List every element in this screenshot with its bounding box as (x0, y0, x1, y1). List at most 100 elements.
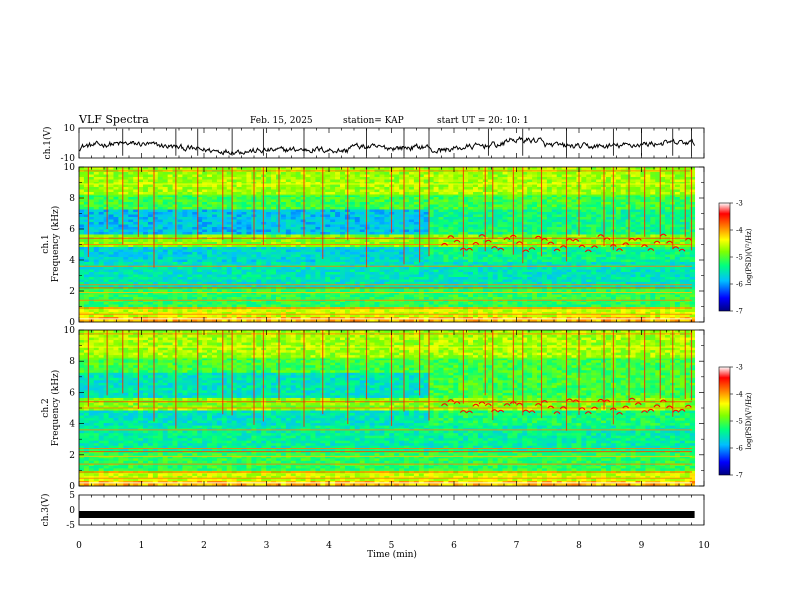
spectrogram-cell (216, 177, 223, 180)
spectrogram-cell (256, 232, 262, 235)
spectrogram-cell (290, 242, 297, 245)
spectrogram-cell (640, 262, 646, 265)
spectrogram-cell (226, 219, 233, 223)
spectrogram-cell (655, 197, 661, 200)
spectrogram-cell (93, 174, 100, 178)
spectrogram-cell (236, 219, 242, 223)
spectrogram-cell (221, 189, 228, 193)
spectrogram-cell (443, 224, 449, 228)
spectrogram-cell (133, 214, 139, 218)
spectrogram-cell (83, 257, 90, 260)
spectrogram-cell (128, 242, 134, 245)
spectrogram-cell (251, 247, 257, 250)
spectrogram-cell (640, 222, 646, 225)
spectrogram-cell (591, 172, 597, 175)
spectrogram-cell (404, 247, 410, 250)
spectrogram-cell (305, 259, 311, 263)
spectrogram-cell (113, 192, 119, 195)
spectrogram-cell (605, 234, 612, 238)
spectrogram-cell (404, 204, 410, 208)
spectrogram-cell (143, 167, 149, 170)
spectrogram-cell (157, 182, 164, 185)
spectrogram-cell (684, 227, 691, 230)
spectrogram-cell (128, 222, 134, 225)
spectrogram-cell (290, 247, 297, 250)
spectrogram-cell (246, 259, 252, 263)
spectrogram-cell (192, 187, 198, 190)
spectrogram-cell (162, 259, 169, 263)
spectrogram-cell (290, 199, 297, 203)
spectrogram-cell (143, 207, 149, 210)
spectrogram-cell (586, 184, 592, 188)
spectrogram-cell (182, 179, 188, 183)
spectrogram-cell (492, 219, 499, 223)
spectrogram-cell (532, 242, 538, 245)
spectrogram-cell (305, 207, 311, 210)
spectrogram-cell (285, 174, 292, 178)
spectrogram-cell (359, 244, 366, 248)
spectrogram-cell (167, 167, 173, 170)
spectrogram-cell (93, 192, 100, 195)
spectrogram-cell (128, 197, 134, 200)
spectrogram-cell (271, 229, 277, 233)
spectrogram-cell (246, 194, 252, 198)
spectrogram-cell (453, 202, 459, 205)
spectrogram-cell (601, 249, 607, 253)
spectrogram-cell (408, 249, 415, 253)
spectrogram-cell (689, 179, 696, 183)
spectrogram-cell (246, 199, 252, 203)
spectrogram-cell (285, 234, 292, 238)
spectrogram-cell (389, 259, 395, 263)
spectrogram-cell (404, 222, 410, 225)
spectrogram-cell (290, 239, 297, 243)
spectrogram-cell (290, 227, 297, 230)
spectrogram-cell (285, 259, 292, 263)
spectrogram-cell (300, 192, 306, 195)
spectrogram-cell (364, 244, 370, 248)
spectrogram-cell (468, 232, 474, 235)
spectrogram-cell (537, 239, 543, 243)
spectrogram-cell (679, 207, 686, 210)
spectrogram-cell (202, 187, 208, 190)
spectrogram-cell (197, 197, 203, 200)
spectrogram-cell (113, 229, 119, 233)
spectrogram-cell (246, 172, 252, 175)
spectrogram-cell (276, 244, 282, 248)
spectrogram-cell (310, 172, 316, 175)
spectrogram-cell (458, 182, 464, 185)
spectrogram-cell (128, 202, 134, 205)
spectrogram-cell (167, 172, 173, 175)
spectrogram-cell (266, 232, 272, 235)
spectrogram-cell (418, 232, 425, 235)
spectrogram-cell (340, 167, 346, 170)
spectrogram-cell (147, 229, 154, 233)
spectrogram-cell (645, 182, 651, 185)
spectrogram-cell (620, 227, 627, 230)
spectrogram-cell (674, 214, 681, 218)
spectrogram-cell (295, 239, 302, 243)
spectrogram-cell (492, 202, 499, 205)
spectrogram-cell (689, 212, 696, 215)
spectrogram-cell (202, 227, 208, 230)
spectrogram-cell (532, 252, 538, 255)
spectrogram-cell (216, 239, 223, 243)
spectrogram-cell (305, 202, 311, 205)
spectrogram-cell (182, 247, 188, 250)
spectrogram-cell (280, 207, 287, 210)
spectrogram-cell (177, 167, 183, 170)
spectrogram-cell (197, 184, 203, 188)
spectrogram-cell (428, 247, 435, 250)
spectrogram-cell (507, 209, 513, 213)
spectrogram-cell (192, 262, 198, 265)
spectrogram-cell (537, 194, 543, 198)
spectrogram-cell (517, 189, 523, 193)
spectrogram-cell (271, 222, 277, 225)
spectrogram-cell (93, 197, 100, 200)
spectrogram-cell (418, 207, 425, 210)
spectrogram-cell (364, 189, 370, 193)
spectrogram-cell (404, 212, 410, 215)
spectrogram-cell (162, 172, 169, 175)
spectrogram-cell (280, 182, 287, 185)
spectrogram-cell (280, 187, 287, 190)
spectrogram-cell (79, 239, 85, 243)
